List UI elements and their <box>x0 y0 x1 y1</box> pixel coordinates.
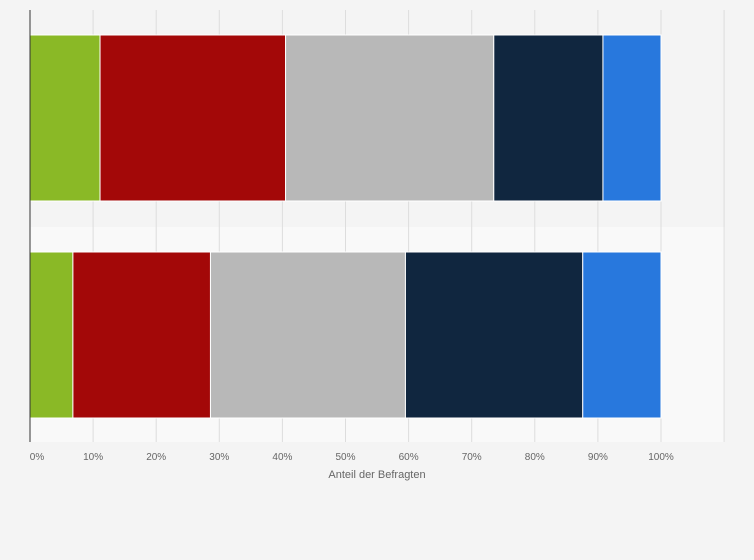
bar-segment[interactable] <box>72 251 211 419</box>
x-axis-title: Anteil der Befragten <box>328 469 425 481</box>
x-tick-label: 50% <box>335 452 355 463</box>
bars <box>29 34 662 419</box>
bar-segment[interactable] <box>493 34 604 202</box>
bar-segment[interactable] <box>209 251 406 419</box>
bar-segment[interactable] <box>285 34 495 202</box>
bar-segment[interactable] <box>404 251 584 419</box>
x-tick-label: 0% <box>30 452 45 463</box>
x-tick-label: 80% <box>525 452 545 463</box>
bar-segment[interactable] <box>582 251 662 419</box>
bar-segment[interactable] <box>99 34 287 202</box>
bar-segment[interactable] <box>602 34 662 202</box>
x-tick-labels: 0% 10% 20% 30% 40% 50% 60% 70% 80% 90% 100% <box>30 452 674 463</box>
x-tick-label: 10% <box>83 452 103 463</box>
x-tick-label: 70% <box>462 452 482 463</box>
x-tick-label: 100% <box>648 452 674 463</box>
x-tick-label: 20% <box>146 452 166 463</box>
x-tick-label: 30% <box>209 452 229 463</box>
x-tick-label: 60% <box>399 452 419 463</box>
x-tick-label: 40% <box>272 452 292 463</box>
bar-segment[interactable] <box>29 251 74 419</box>
x-tick-label: 90% <box>588 452 608 463</box>
bar-segment[interactable] <box>29 34 101 202</box>
